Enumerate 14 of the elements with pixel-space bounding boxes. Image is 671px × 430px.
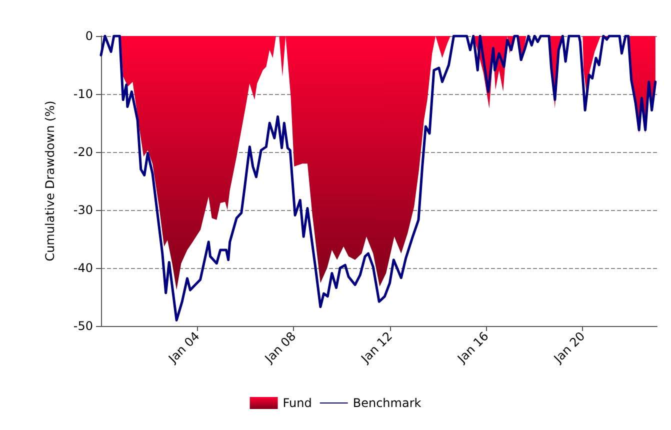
y-tick-label: -40 xyxy=(73,261,93,275)
y-tick-label: -20 xyxy=(73,145,93,159)
x-tick-label: Jan 20 xyxy=(550,329,588,366)
y-tick-label: 0 xyxy=(85,29,93,43)
legend-label: Fund xyxy=(282,396,312,410)
legend-label: Benchmark xyxy=(352,396,422,410)
x-tick-label: Jan 04 xyxy=(165,329,202,366)
y-tick-label: -30 xyxy=(73,203,93,217)
y-axis-title: Cumulative Drawdown (%) xyxy=(43,100,57,262)
x-tick-label: Jan 08 xyxy=(261,329,299,366)
x-tick-label: Jan 12 xyxy=(358,329,395,366)
y-tick-label: -10 xyxy=(73,87,93,101)
x-tick-label: Jan 16 xyxy=(454,329,492,366)
y-tick-label: -50 xyxy=(73,319,93,333)
